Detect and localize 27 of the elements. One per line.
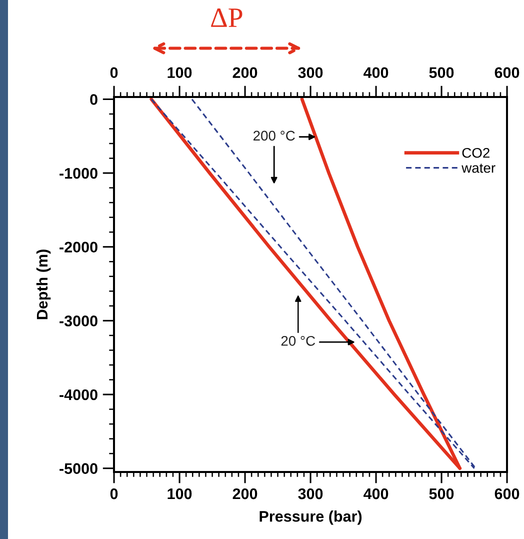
legend-label: CO2 (462, 148, 490, 158)
annotation: 200 °C (253, 130, 295, 141)
y-tick-label: -4000 (60, 389, 98, 400)
y-tick-label: -1000 (60, 168, 98, 179)
x-tick-label: 600 (494, 488, 520, 500)
x2-tick-label: 600 (494, 67, 520, 78)
x2-tick-label: 300 (298, 67, 323, 78)
x-axis-title: Pressure (bar) (260, 510, 362, 525)
y-tick-label: -5000 (60, 463, 98, 474)
x2-tick-label: 100 (168, 67, 192, 78)
x-tick-label: 200 (232, 488, 258, 500)
y-axis-title: Depth (m) (36, 250, 51, 320)
x2-tick-label: 500 (429, 67, 454, 78)
y-tick-label: -2000 (60, 242, 98, 253)
x-tick-label: 300 (298, 488, 323, 500)
x2-tick-label: 0 (110, 67, 118, 78)
y-tick-label: -3000 (60, 316, 98, 326)
legend-label: water (462, 164, 496, 173)
text: ΔP (211, 8, 242, 27)
x2-tick-label: 400 (364, 67, 388, 78)
x-tick-label: 500 (429, 488, 454, 500)
x-tick-label: 100 (168, 488, 192, 500)
annotation: 20 °C (281, 336, 316, 346)
x2-tick-label: 200 (232, 67, 258, 78)
x-tick-label: 400 (364, 488, 388, 500)
y-tick-label: 0 (90, 94, 98, 105)
x-tick-label: 0 (110, 488, 118, 500)
